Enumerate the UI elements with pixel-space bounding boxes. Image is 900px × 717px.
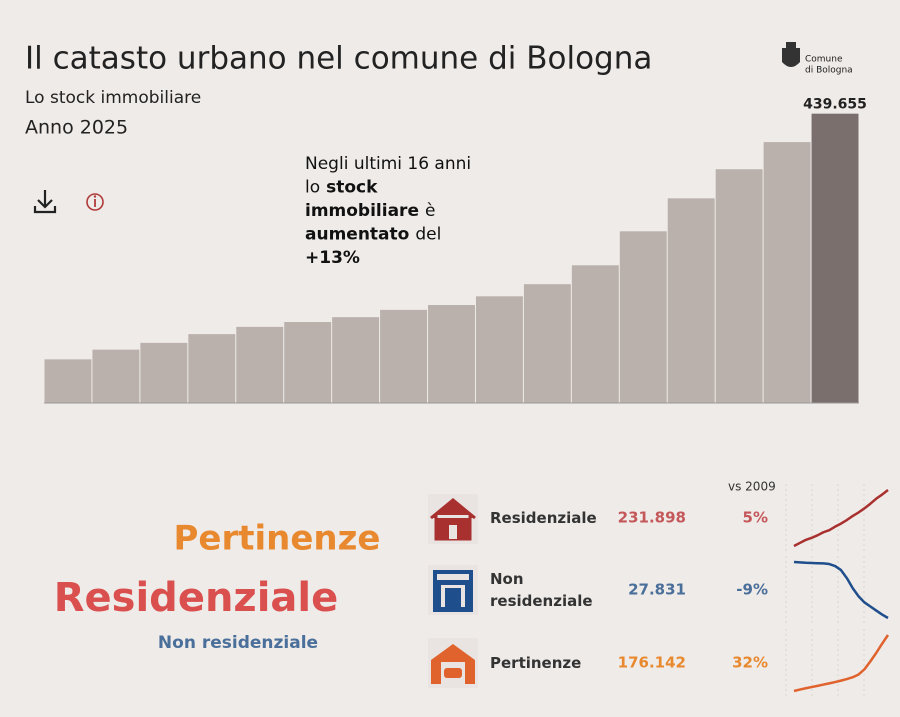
annotation: +13% [305, 248, 360, 268]
residential-icon [428, 494, 478, 544]
non-residential-icon [428, 565, 478, 615]
comparison-header: vs 2009 [728, 480, 776, 494]
row-name: Pertinenze [490, 654, 582, 672]
annotation-segment: aumentato [305, 225, 409, 245]
year-label: Anno 2025 [25, 117, 128, 139]
word-cloud-item: Pertinenze [174, 519, 381, 559]
info-button[interactable] [86, 193, 104, 211]
house [430, 498, 476, 541]
bar [332, 317, 380, 403]
bar [715, 169, 763, 403]
annotation-segment: stock [326, 178, 378, 198]
row-change: 5% [743, 509, 768, 527]
sparkline [793, 489, 889, 548]
title: Il catasto urbano nel comune di Bologna [25, 41, 652, 77]
bar [763, 142, 811, 403]
bar [140, 342, 188, 403]
annotation: lo stock [305, 178, 378, 198]
car [444, 668, 462, 678]
garage-icon [428, 638, 478, 688]
logo-text: Comune [805, 55, 843, 65]
annotation: immobiliare è [305, 201, 435, 221]
word-cloud-item: Non residenziale [158, 633, 318, 653]
download-icon[interactable] [33, 190, 57, 214]
row-name: Residenziale [490, 509, 597, 527]
bar [811, 113, 859, 403]
bar [44, 359, 92, 403]
row-value: 176.142 [618, 654, 686, 672]
row-change: -9% [736, 581, 768, 599]
bar [428, 305, 475, 403]
info-icon-dot[interactable] [93, 195, 97, 198]
bar [619, 231, 667, 403]
sparkline [793, 634, 890, 693]
annotation: aumentato del [305, 225, 441, 245]
bar [236, 326, 284, 403]
bar [380, 309, 428, 403]
download-button[interactable] [28, 186, 62, 216]
bar [475, 296, 523, 403]
row-change: 32% [732, 654, 768, 672]
annotation-segment: Negli ultimi 16 anni [305, 154, 471, 174]
logo-crown [786, 42, 796, 48]
bar [667, 198, 715, 403]
row-value: 231.898 [618, 509, 686, 527]
annotation-segment: immobiliare [305, 201, 419, 221]
word-cloud-item: Residenziale [54, 575, 339, 621]
building-door-inner [445, 588, 461, 607]
logo-text: di Bologna [805, 66, 853, 76]
subtitle: Lo stock immobiliare [25, 88, 201, 108]
row-value: 27.831 [628, 581, 686, 599]
sparkline [793, 560, 889, 620]
logo-crest [782, 48, 800, 67]
info-icon[interactable] [86, 193, 104, 211]
bar [92, 349, 140, 403]
bar [284, 322, 332, 403]
annotation-segment: è [425, 201, 435, 221]
annotation: Negli ultimi 16 anni [305, 154, 471, 174]
annotation-segment: +13% [305, 248, 360, 268]
bar [571, 265, 619, 403]
row-name: Non residenziale [490, 570, 593, 610]
bar [523, 284, 571, 403]
building-sign [437, 574, 469, 580]
house-door [449, 525, 457, 539]
value-label: 439.655 [803, 97, 867, 113]
bar [188, 334, 236, 403]
annotation-segment: lo [305, 178, 320, 198]
logo: Comune di Bologna [782, 42, 853, 76]
annotation-segment: del [415, 225, 441, 245]
